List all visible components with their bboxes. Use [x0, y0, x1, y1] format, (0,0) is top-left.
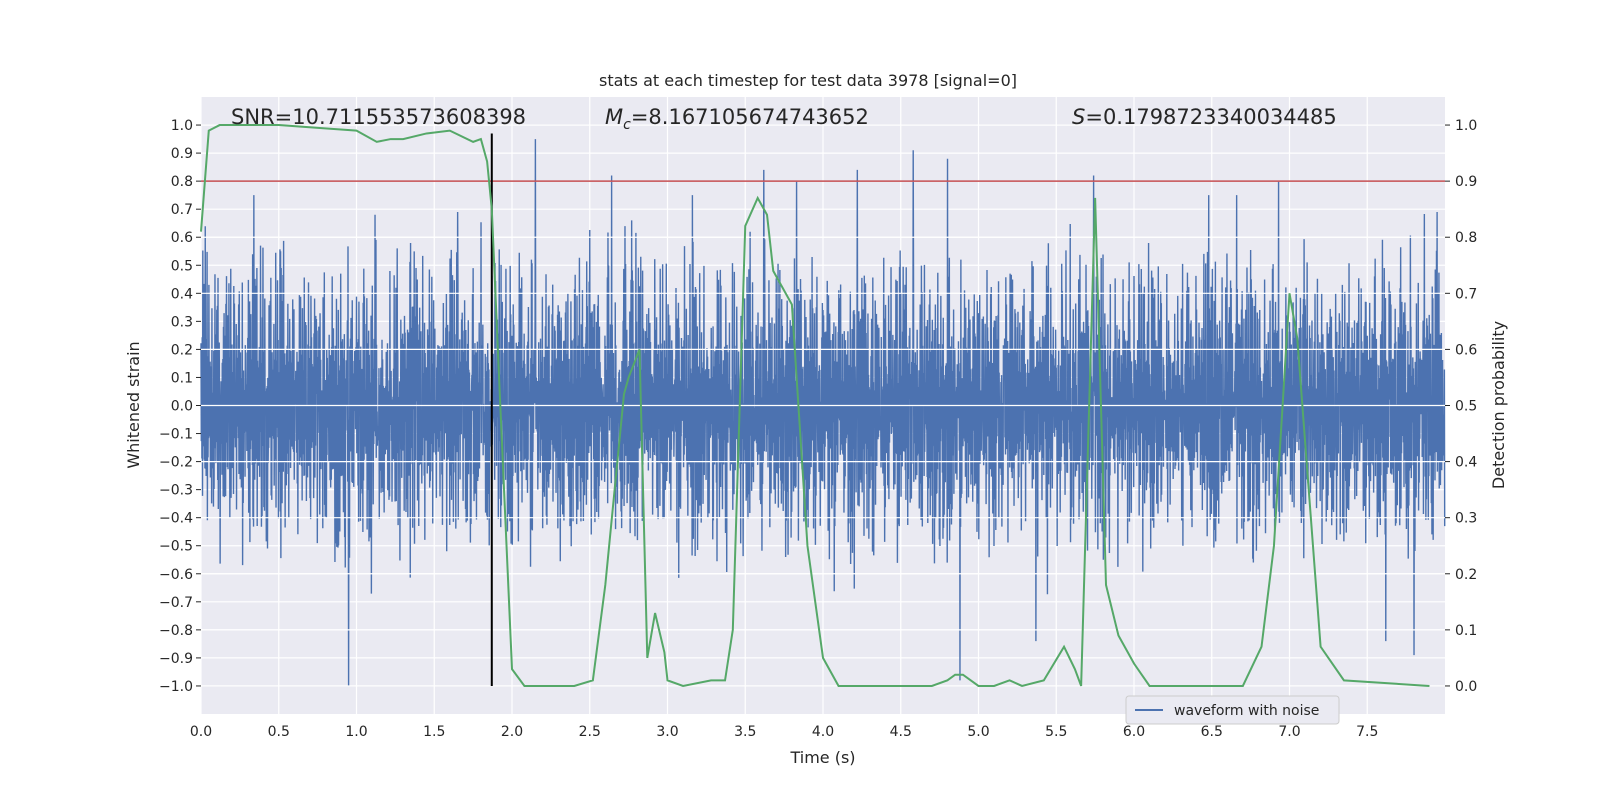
legend-label: waveform with noise	[1174, 703, 1319, 719]
chirp-mass-subscript: c	[623, 117, 631, 133]
x-axis-ticks: 0.0 0.5 1.0 1.5 2.0 2.5 3.0 3.5 4.0 4.5 5.0 5.5 6.0 6…	[190, 724, 1379, 740]
y2-tick-label: 0.6	[1455, 342, 1477, 358]
s-annotation: S=0.1798723340034485	[1072, 105, 1337, 129]
y-tick-label: 0.3	[171, 314, 193, 330]
y-tick-label: 0.8	[171, 174, 193, 190]
y-tick-label: 0.6	[171, 230, 193, 246]
waveform-series	[200, 139, 1446, 686]
snr-annotation: SNR=10.711553573608398	[231, 105, 526, 129]
x-tick-label: 3.0	[656, 724, 678, 740]
y2-tick-label: 0.4	[1455, 455, 1477, 471]
y-tick-label: 0.2	[171, 342, 193, 358]
y2-tick-label: 0.1	[1455, 623, 1477, 639]
y-tick-label: 0.1	[171, 370, 193, 386]
x-tick-label: 4.0	[812, 724, 834, 740]
s-symbol: S	[1072, 105, 1085, 129]
y-tick-label: −0.5	[159, 539, 193, 555]
y-tick-label: −0.8	[159, 623, 193, 639]
y-tick-label: −0.2	[159, 455, 193, 471]
y2-tick-label: 0.5	[1455, 399, 1477, 415]
y2-tick-label: 1.0	[1455, 118, 1477, 134]
x-tick-label: 2.5	[579, 724, 601, 740]
x-tick-label: 7.5	[1356, 724, 1378, 740]
legend: waveform with noise	[1125, 695, 1340, 725]
x-tick-label: 1.5	[423, 724, 445, 740]
y-tick-label: −0.1	[159, 427, 193, 443]
chirp-mass-symbol: M	[605, 105, 623, 129]
y-tick-label: −0.7	[159, 595, 193, 611]
y2-tick-label: 0.9	[1455, 174, 1477, 190]
x-axis-label: Time (s)	[789, 748, 855, 767]
y-tick-label: 0.9	[171, 146, 193, 162]
y-axis-label: Whitened strain	[124, 341, 143, 468]
chirp-mass-value: =8.167105674743652	[631, 105, 869, 129]
y-tick-label: −0.4	[159, 511, 193, 527]
x-tick-label: 6.0	[1123, 724, 1145, 740]
y2-tick-label: 0.0	[1455, 679, 1477, 695]
y2-tick-label: 0.2	[1455, 567, 1477, 583]
x-tick-label: 6.5	[1201, 724, 1223, 740]
x-tick-label: 2.0	[501, 724, 523, 740]
y2-tick-label: 0.8	[1455, 230, 1477, 246]
y-axis-ticks: 1.0 0.9 0.8 0.7 0.6 0.5 0.4 0.3 0.2 0.1 0.0 −0.1 −0.…	[159, 118, 201, 695]
y2-axis-label: Detection probability	[1489, 321, 1508, 489]
y2-axis-ticks: 1.0 0.9 0.8 0.7 0.6 0.5 0.4 0.3 0.2 0.1 0.0	[1445, 118, 1477, 695]
y-tick-label: 0.0	[171, 399, 193, 415]
x-tick-label: 5.5	[1045, 724, 1067, 740]
y-tick-label: −1.0	[159, 679, 193, 695]
y-tick-label: −0.6	[159, 567, 193, 583]
secondary-grid-lines	[201, 124, 1445, 687]
x-tick-label: 4.5	[890, 724, 912, 740]
x-tick-label: 0.5	[268, 724, 290, 740]
chirp-mass-annotation: Mc=8.167105674743652	[605, 105, 869, 133]
y-tick-label: −0.9	[159, 651, 193, 667]
chart-title: stats at each timestep for test data 397…	[599, 71, 1017, 90]
y2-tick-label: 0.7	[1455, 286, 1477, 302]
x-tick-label: 1.0	[345, 724, 367, 740]
waveform-path	[200, 139, 1446, 686]
y2-tick-label: 0.3	[1455, 511, 1477, 527]
s-value: =0.1798723340034485	[1085, 105, 1336, 129]
x-tick-label: 7.0	[1278, 724, 1300, 740]
detection-probability-line	[200, 124, 1430, 688]
x-tick-label: 0.0	[190, 724, 212, 740]
y-tick-label: −0.3	[159, 483, 193, 499]
legend-box	[1125, 695, 1340, 725]
x-tick-label: 5.0	[967, 724, 989, 740]
y-tick-label: 0.5	[171, 258, 193, 274]
x-tick-label: 3.5	[734, 724, 756, 740]
y-tick-label: 1.0	[171, 118, 193, 134]
y-tick-label: 0.7	[171, 202, 193, 218]
y-tick-label: 0.4	[171, 286, 193, 302]
